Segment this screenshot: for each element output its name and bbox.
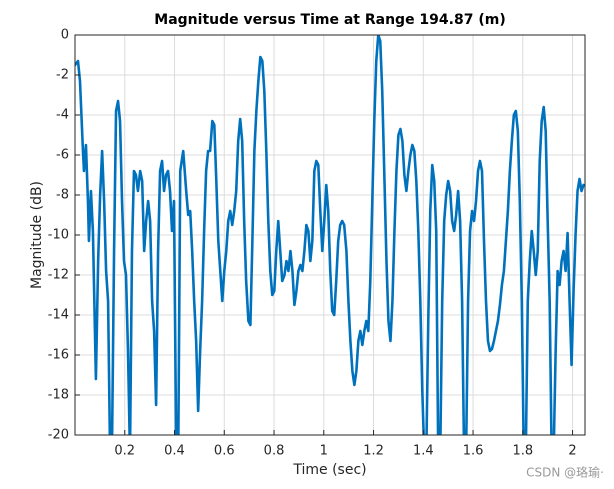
y-tick-label: 0 [61, 28, 69, 43]
watermark: CSDN @珞瑜· [526, 465, 604, 480]
x-tick-label: 0.8 [264, 444, 285, 459]
y-axis-label: Magnitude (dB) [29, 181, 45, 289]
x-tick-label: 1.4 [413, 444, 434, 459]
y-tick-label: -4 [56, 108, 69, 123]
y-tick-label: -8 [56, 188, 69, 203]
x-tick-label: 1 [320, 444, 328, 459]
x-tick-label: 1.8 [512, 444, 533, 459]
y-tick-label: -14 [48, 308, 69, 323]
x-tick-label: 1.2 [363, 444, 384, 459]
y-tick-label: -20 [48, 428, 69, 443]
x-axis-label: Time (sec) [292, 462, 366, 478]
x-tick-label: 0.6 [214, 444, 235, 459]
x-tick-label: 1.6 [463, 444, 484, 459]
y-tick-label: -12 [48, 268, 69, 283]
y-tick-label: -16 [48, 348, 69, 363]
lines [75, 35, 585, 435]
x-tick-label: 2 [568, 444, 576, 459]
x-tick-label: 0.2 [114, 444, 135, 459]
chart-title: Magnitude versus Time at Range 194.87 (m… [154, 12, 505, 28]
x-tick-label: 0.4 [164, 444, 185, 459]
y-tick-label: -18 [48, 388, 69, 403]
y-tick-label: -6 [56, 148, 69, 163]
y-tick-label: -2 [56, 68, 69, 83]
data-line [75, 35, 585, 435]
y-tick-label: -10 [48, 228, 69, 243]
ticks: 0.2 0.4 0.6 0.8 1 1.2 1.4 1.6 1.8 2 0 -2 -4 -6 -8 -10 -1… [48, 28, 577, 459]
